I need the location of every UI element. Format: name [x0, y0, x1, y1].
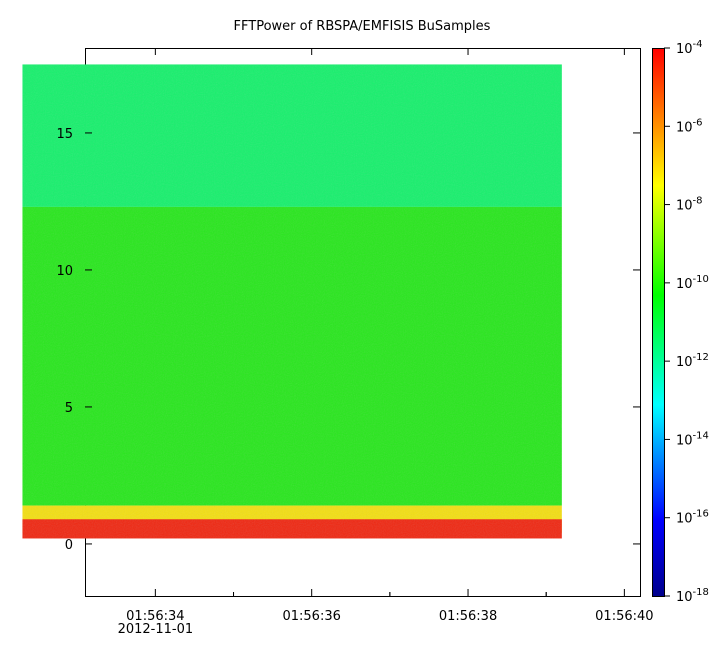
colorbar-tick-label: 10-16: [676, 509, 709, 527]
colorbar-tick-label: 10-8: [676, 196, 703, 214]
power-band-texture-1: [22, 206, 562, 506]
colorbar-tick-label: 10-12: [676, 352, 709, 370]
colorbar-tick-label: 10-10: [676, 274, 709, 292]
colorbar-tick-label: 10-4: [676, 39, 703, 57]
colorbar: [652, 48, 665, 597]
chart-title: FFTPower of RBSPA/EMFISIS BuSamples: [234, 19, 491, 34]
power-band-texture-0: [22, 64, 562, 207]
y-tick-label: 0: [65, 538, 73, 553]
y-tick-label: 15: [56, 127, 73, 142]
x-tick-date-label: 2012-11-01: [118, 622, 194, 637]
x-tick-label: 01:56:38: [439, 609, 497, 624]
x-tick-label: 01:56:40: [595, 609, 653, 624]
y-tick-label: 10: [56, 264, 73, 279]
x-tick-label: 01:56:34: [126, 609, 184, 624]
y-tick-label: 5: [65, 401, 73, 416]
power-band-texture-3: [22, 519, 562, 539]
y-axis: 0 5 10 15: [56, 127, 640, 553]
colorbar-axis: 10-4 10-6 10-8 10-10 10-12 10-14 10-16 10-18: [664, 39, 709, 605]
colorbar-tick-label: 10-6: [676, 117, 703, 135]
spectrogram-image: [22, 64, 562, 539]
x-tick-label: 01:56:36: [282, 609, 340, 624]
colorbar-tick-label: 10-18: [676, 587, 709, 605]
colorbar-tick-label: 10-14: [676, 430, 709, 448]
